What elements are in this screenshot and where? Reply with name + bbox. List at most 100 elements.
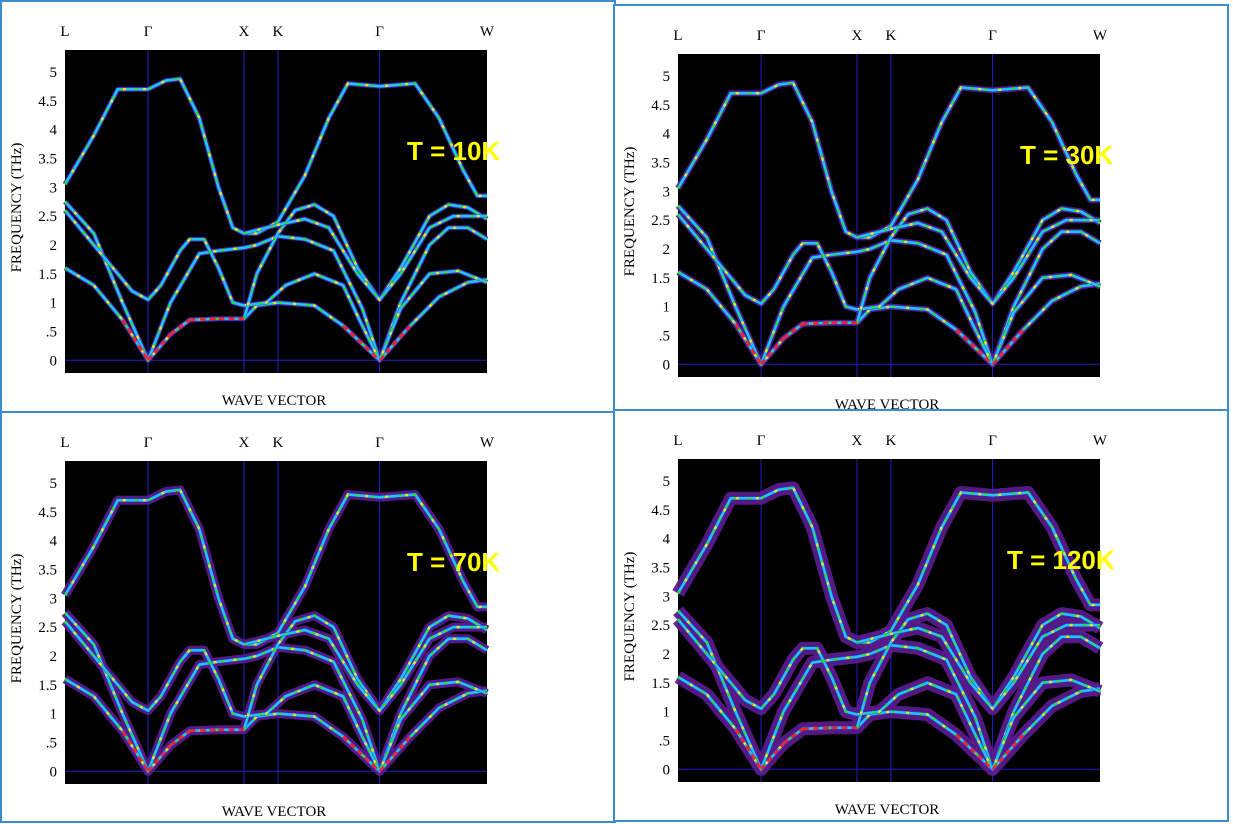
symmetry-label: W [480,24,495,40]
branch-intensity-green [676,486,1100,644]
x-axis-label: WAVE VECTOR [835,802,940,818]
symmetry-label: Γ [375,24,384,40]
y-axis-label: FREQUENCY (THz) [9,554,25,684]
y-tick-label: .5 [659,328,670,344]
branch-intensity-green [676,81,1100,239]
branch-intensity-red [802,321,832,326]
symmetry-label: Γ [144,24,153,40]
y-tick-label: .5 [46,735,57,751]
y-tick-label: 0 [663,762,671,778]
branch-intensity-green [242,614,488,731]
y-tick-label: 1.5 [651,271,670,287]
y-tick-label: 3.5 [651,560,670,576]
temperature-annotation: T = 30K [1020,140,1113,170]
y-tick-label: 4.5 [651,503,670,519]
panel-t10: L Γ X K Γ W 0 .5 1 1.5 2 2.5 3 3.5 4 4.5 5 T = 10K WAVE VE… [0,0,616,413]
branch-intensity-red [169,318,191,336]
y-tick-label: 1.5 [651,676,670,692]
branch-intensity-red [169,729,191,747]
y-tick-label: 0 [663,357,671,373]
phonon-branch [64,620,488,773]
y-tick-label: 1 [663,300,671,316]
branch-intensity-red [121,319,150,361]
branch-intensity-red [342,735,381,773]
symmetry-label: K [885,433,896,449]
temperature-annotation: T = 70K [407,547,500,577]
phonon-dispersion-chart: L Γ X K Γ W 0 .5 1 1.5 2 2.5 3 3.5 4 4.5 5 T = 120K WAVE V… [622,433,1115,818]
y-tick-label: 3.5 [38,562,57,578]
branch-intensity-red [147,333,172,362]
y-tick-label: 2 [663,242,671,258]
y-tick-label: 1.5 [38,267,57,283]
symmetry-label: K [272,435,283,451]
y-tick-label: 1 [663,705,671,721]
y-tick-label: 1 [50,707,58,723]
branch-intensity-red [782,322,804,340]
temperature-annotation: T = 10K [407,136,500,166]
branch-intensity-red [760,742,785,771]
branch-intensity-red [378,735,412,773]
phonon-dispersion-chart: L Γ X K Γ W 0 .5 1 1.5 2 2.5 3 3.5 4 4.5 5 T = 10K WAVE VE… [9,24,500,409]
y-tick-label: 3.5 [651,155,670,171]
branch-intensity-red [782,727,804,745]
phonon-branch [677,618,1101,771]
branch-intensity-green [242,203,488,320]
y-tick-label: 3 [50,180,58,196]
branch-intensity-red [189,728,219,733]
symmetry-label: W [1093,433,1108,449]
symmetry-label: W [480,435,495,451]
phonon-branch [243,625,487,712]
y-tick-label: 5 [50,476,58,492]
y-tick-label: 2 [50,649,58,665]
y-tick-label: 4.5 [38,505,57,521]
y-tick-label: 4 [50,534,58,550]
y-tick-label: 2.5 [38,209,57,225]
branch-intensity-green [63,77,487,235]
symmetry-label: L [60,24,69,40]
branch-intensity-red [342,324,381,362]
symmetry-label: Γ [757,433,766,449]
x-axis-label: WAVE VECTOR [222,804,327,820]
y-tick-label: 2.5 [651,618,670,634]
branch-intensity-red [802,726,832,731]
branch-intensity-red [378,324,412,362]
y-tick-label: 5 [663,69,671,85]
symmetry-label: X [852,28,863,44]
y-tick-label: 3 [663,184,671,200]
y-axis-label: FREQUENCY (THz) [622,552,638,682]
symmetry-label: X [239,24,250,40]
branch-intensity-red [991,328,1025,366]
branch-intensity-red [147,744,172,773]
y-axis-label: FREQUENCY (THz) [9,143,25,273]
symmetry-label: L [673,28,682,44]
y-tick-label: 4 [663,532,671,548]
branch-intensity-green [855,612,1101,729]
y-tick-label: 4.5 [651,98,670,114]
symmetry-label: W [1093,28,1108,44]
phonon-dispersion-chart: L Γ X K Γ W 0 .5 1 1.5 2 2.5 3 3.5 4 4.5 5 T = 70K WAVE VE… [9,435,500,820]
symmetry-label: Γ [988,28,997,44]
symmetry-label: Γ [375,435,384,451]
symmetry-label: K [272,24,283,40]
y-tick-label: 2 [50,238,58,254]
phonon-branch [856,623,1100,710]
branch-intensity-red [760,337,785,366]
symmetry-label: X [239,435,250,451]
branch-intensity-red [955,733,994,771]
branch-intensity-green [63,488,487,646]
symmetry-label: L [673,433,682,449]
panel-t120: L Γ X K Γ W 0 .5 1 1.5 2 2.5 3 3.5 4 4.5 5 T = 120K WAVE V… [613,409,1229,822]
symmetry-label: Γ [144,435,153,451]
branch-intensity-red [734,323,763,365]
x-axis-label: WAVE VECTOR [222,393,327,409]
y-tick-label: 0 [50,764,58,780]
y-tick-label: 4 [50,123,58,139]
branch-intensity-green [855,207,1101,324]
temperature-annotation: T = 120K [1007,545,1115,575]
y-tick-label: 3 [50,591,58,607]
y-tick-label: .5 [659,733,670,749]
branch-intensity-red [734,728,763,770]
phonon-branch [243,214,487,301]
y-tick-label: 4.5 [38,94,57,110]
branch-intensity-red [991,733,1025,771]
